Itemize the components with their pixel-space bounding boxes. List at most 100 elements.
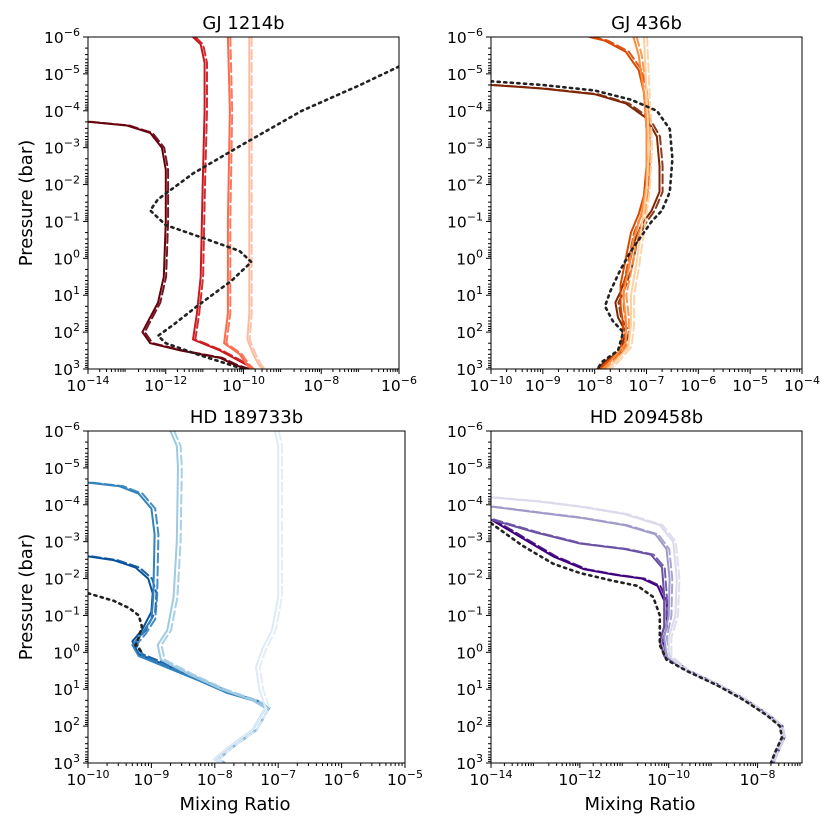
- series-profile-1-dashed: [492, 518, 786, 763]
- series-profile-3: [156, 431, 267, 763]
- x-tick-label: 10−6: [324, 768, 360, 789]
- y-tick-label: 10−5: [447, 457, 483, 478]
- y-tick-label: 10−3: [447, 137, 483, 158]
- y-tick-label: 100: [53, 641, 80, 662]
- plot-area: [491, 37, 674, 369]
- panel-1: GJ 1214b 10−14 10−12 10−10 10−8 10−6 10−6 10−5 1…: [44, 13, 417, 395]
- y-axis-label-bottom: Pressure (bar): [16, 534, 37, 660]
- x-axis-label-right: Mixing Ratio: [585, 794, 696, 815]
- y-tick-label: 10−5: [44, 457, 80, 478]
- y-tick-label: 10−3: [447, 531, 483, 552]
- series-reference: [88, 591, 144, 654]
- y-tick-label: 10−4: [447, 100, 483, 121]
- x-tick-label: 10−14: [67, 374, 110, 395]
- x-tick-label: 10−12: [558, 768, 601, 789]
- y-tick-label: 101: [53, 284, 80, 305]
- x-tick-label: 10−10: [470, 374, 513, 395]
- y-tick-label: 100: [53, 247, 80, 268]
- series-reference: [148, 65, 399, 369]
- y-tick-label: 101: [456, 678, 483, 699]
- panel-2: GJ 436b 10−10 10−9 10−8 10−7 10−6 10−5 10−4 10−6…: [447, 13, 820, 395]
- series-profile-4: [606, 37, 651, 369]
- x-tick-label: 10−9: [525, 374, 561, 395]
- y-tick-label: 103: [456, 358, 483, 379]
- y-tick-label: 10−2: [447, 568, 483, 589]
- panel-3: HD 189733b 10−10 10−9 10−8 10−7 10−6 10−5 10−6 1…: [44, 407, 423, 789]
- series-profile-3: [601, 37, 648, 369]
- y-tick-label: 10−1: [44, 210, 80, 231]
- series-profile-3-dashed: [225, 37, 255, 369]
- y-tick-label: 10−4: [44, 100, 80, 121]
- panel-title: GJ 1214b: [202, 13, 284, 34]
- x-tick-label: 10−8: [197, 768, 233, 789]
- x-tick-label: 10−5: [387, 768, 423, 789]
- y-tick-label: 10−4: [44, 494, 80, 515]
- series-profile-2-dashed: [194, 37, 255, 369]
- series-profile-2-dashed: [492, 518, 786, 763]
- y-tick-label: 10−1: [447, 210, 483, 231]
- series-profile-1-dashed: [89, 120, 251, 369]
- y-tick-label: 102: [456, 321, 483, 342]
- y-tick-label: 10−6: [44, 420, 80, 441]
- x-tick-label: 10−10: [67, 768, 110, 789]
- x-axis-label-left: Mixing Ratio: [180, 794, 291, 815]
- y-tick-label: 10−2: [44, 174, 80, 195]
- y-tick-label: 10−6: [447, 420, 483, 441]
- x-tick-label: 10−7: [260, 768, 296, 789]
- y-tick-label: 10−2: [44, 568, 80, 589]
- panel-4: HD 209458b 10−14 10−12 10−10 10−8 10−6 10−5 10−…: [447, 407, 803, 789]
- y-tick-label: 102: [53, 321, 80, 342]
- plot-area: [491, 496, 786, 763]
- series-profile-1: [491, 518, 783, 763]
- y-tick-label: 10−3: [44, 137, 80, 158]
- x-tick-label: 10−10: [647, 768, 690, 789]
- y-axis-label-top: Pressure (bar): [16, 140, 37, 266]
- series-profile-2: [588, 37, 648, 369]
- panel-title: HD 209458b: [590, 407, 703, 428]
- y-tick-label: 102: [456, 715, 483, 736]
- y-tick-label: 10−6: [447, 26, 483, 47]
- series-profile-4: [213, 431, 280, 763]
- y-tick-label: 100: [456, 247, 483, 268]
- x-tick-label: 10−9: [133, 768, 169, 789]
- y-tick-label: 10−5: [44, 63, 80, 84]
- axes-frame: [490, 430, 803, 764]
- y-tick-label: 103: [53, 358, 80, 379]
- y-tick-label: 10−1: [44, 604, 80, 625]
- plot-area: [88, 431, 283, 763]
- series-profile-3: [223, 37, 253, 369]
- panel-title: HD 189733b: [190, 407, 303, 428]
- series-profile-4-dashed: [217, 431, 283, 763]
- x-tick-label: 10−14: [470, 768, 513, 789]
- x-tick-label: 10−6: [381, 374, 417, 395]
- series-profile-4: [491, 496, 783, 763]
- series-profile-4: [246, 37, 264, 369]
- y-tick-label: 101: [53, 678, 80, 699]
- x-tick-label: 10−7: [629, 374, 665, 395]
- y-tick-label: 10−5: [447, 63, 483, 84]
- series-profile-1: [88, 555, 267, 763]
- y-tick-label: 10−3: [44, 531, 80, 552]
- y-tick-label: 103: [53, 752, 80, 773]
- series-profile-3-dashed: [492, 505, 786, 763]
- y-tick-label: 10−4: [447, 494, 483, 515]
- y-tick-label: 10−2: [447, 174, 483, 195]
- series-reference: [491, 521, 784, 763]
- plot-area: [88, 37, 399, 369]
- x-tick-label: 10−4: [784, 374, 820, 395]
- axes-frame: [87, 36, 400, 370]
- y-tick-label: 101: [456, 284, 483, 305]
- x-tick-label: 10−8: [303, 374, 339, 395]
- y-tick-label: 103: [456, 752, 483, 773]
- axes-frame: [87, 430, 406, 764]
- y-tick-label: 10−1: [447, 604, 483, 625]
- x-tick-label: 10−12: [144, 374, 187, 395]
- x-tick-label: 10−10: [222, 374, 265, 395]
- series-profile-4-dashed: [609, 37, 654, 369]
- series-profile-2: [192, 37, 253, 369]
- x-tick-label: 10−8: [740, 768, 776, 789]
- series-profile-3-dashed: [160, 431, 271, 763]
- series-profile-4-dashed: [248, 37, 267, 369]
- y-tick-label: 100: [456, 641, 483, 662]
